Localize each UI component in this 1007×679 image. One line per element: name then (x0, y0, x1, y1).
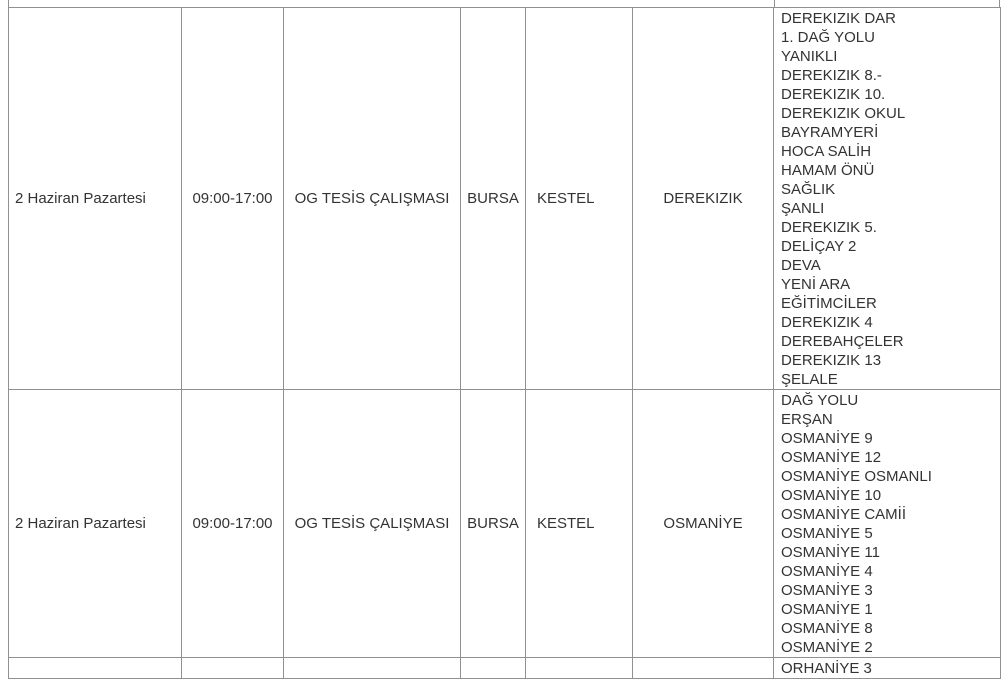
table-row: 2 Haziran Pazartesi 09:00-17:00 OG TESİS Ç… (8, 7, 1001, 390)
area-list-item: OSMANİYE 5 (781, 525, 873, 542)
area-list-item: OSMANİYE OSMANLI (781, 468, 932, 485)
cell-date: 2 Haziran Pazartesi (8, 7, 182, 390)
area-list-item: DEREKIZIK 13 (781, 352, 882, 369)
cell-areas: DAĞ YOLU ERŞAN OSMANİYE 9 OSMANİYE 12 OSMANİ… (773, 389, 1001, 658)
area-list-item: DEVA (781, 257, 821, 274)
cell-province (460, 657, 526, 679)
cell-work: OG TESİS ÇALIŞMASI (283, 7, 461, 390)
area-list-item: DEREBAHÇELER (781, 333, 904, 350)
area-list-item: BAYRAMYERİ (781, 124, 879, 141)
column-divider (774, 0, 775, 7)
cell-date: 2 Haziran Pazartesi (8, 389, 182, 658)
area-list-item: OSMANİYE 1 (781, 601, 873, 618)
area-list-item: HAMAM ÖNÜ (781, 162, 875, 179)
area-list-item: YENİ ARA (781, 276, 851, 293)
outage-table-body: 2 Haziran Pazartesi 09:00-17:00 OG TESİS Ç… (8, 7, 1001, 679)
cell-time: 09:00-17:00 (181, 7, 284, 390)
area-list-item: OSMANİYE 11 (781, 544, 880, 561)
cell-province: BURSA (460, 7, 526, 390)
cell-areas: DEREKIZIK DAR 1. DAĞ YOLU YANIKLI DEREKIZIK… (773, 7, 1001, 390)
cell-work (283, 657, 461, 679)
area-list-item: 1. DAĞ YOLU (781, 29, 875, 46)
area-list-item: ERŞAN (781, 411, 833, 428)
area-list-item: OSMANİYE 9 (781, 430, 873, 447)
area-list-item: DEREKIZIK 8.- (781, 67, 882, 84)
cell-district: KESTEL (525, 7, 633, 390)
table-row: ORHANİYE 3 (8, 657, 1001, 679)
area-list-item: OSMANİYE 10 (781, 487, 882, 504)
cell-neighborhood (632, 657, 774, 679)
table-row: 2 Haziran Pazartesi 09:00-17:00 OG TESİS Ç… (8, 389, 1001, 658)
cell-time (181, 657, 284, 679)
cell-work: OG TESİS ÇALIŞMASI (283, 389, 461, 658)
area-list-item: YANIKLI (781, 48, 838, 65)
area-list-item: HOCA SALİH (781, 143, 872, 160)
area-list-item: EĞİTİMCİLER (781, 295, 877, 312)
area-list-item: DELİÇAY 2 (781, 238, 857, 255)
area-list-item: DEREKIZIK DAR (781, 10, 897, 27)
outage-table-wrapper: 2 Haziran Pazartesi 09:00-17:00 OG TESİS Ç… (8, 0, 1001, 679)
area-list-item: OSMANİYE 8 (781, 620, 873, 637)
cell-province: BURSA (460, 389, 526, 658)
area-list-item: ŞELALE (781, 371, 838, 388)
area-list-item: OSMANİYE 3 (781, 582, 873, 599)
outage-table: 2 Haziran Pazartesi 09:00-17:00 OG TESİS Ç… (8, 7, 1001, 679)
area-list-item: SAĞLIK (781, 181, 836, 198)
cell-areas: ORHANİYE 3 (773, 657, 1001, 679)
area-list-item: DEREKIZIK 10. (781, 86, 886, 103)
cell-neighborhood: OSMANİYE (632, 389, 774, 658)
cell-time: 09:00-17:00 (181, 389, 284, 658)
area-list-item: OSMANİYE 4 (781, 563, 873, 580)
area-list-item: DEREKIZIK 5. (781, 219, 877, 236)
area-list-item: OSMANİYE 2 (781, 639, 873, 656)
cell-date (8, 657, 182, 679)
cell-district (525, 657, 633, 679)
cell-neighborhood: DEREKIZIK (632, 7, 774, 390)
area-list-item: ŞANLI (781, 200, 825, 217)
area-list-item: OSMANİYE 12 (781, 449, 882, 466)
cell-district: KESTEL (525, 389, 633, 658)
previous-row-remnant (8, 0, 1000, 7)
area-list-item: DEREKIZIK OKUL (781, 105, 906, 122)
area-list-item: DAĞ YOLU (781, 392, 859, 409)
area-list-item: OSMANİYE CAMİİ (781, 506, 907, 523)
area-list-item: DEREKIZIK 4 (781, 314, 873, 331)
